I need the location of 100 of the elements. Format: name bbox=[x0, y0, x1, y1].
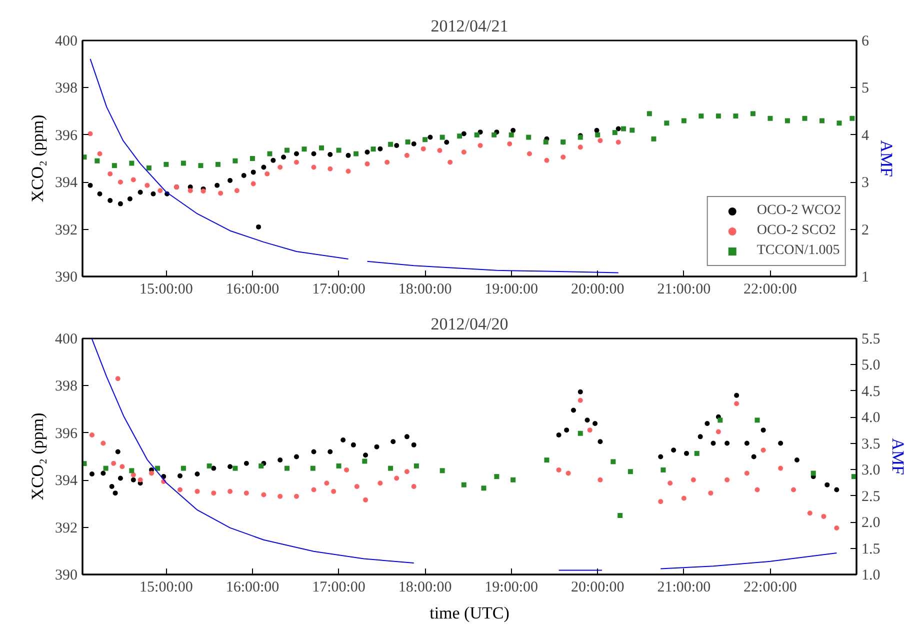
point bbox=[109, 484, 114, 489]
point bbox=[234, 188, 240, 194]
point bbox=[218, 190, 224, 196]
point bbox=[834, 526, 840, 531]
point bbox=[578, 430, 583, 436]
point bbox=[544, 158, 550, 163]
point bbox=[618, 513, 623, 518]
point bbox=[405, 139, 410, 144]
point bbox=[802, 116, 808, 121]
point bbox=[716, 429, 721, 434]
point bbox=[474, 132, 480, 138]
point bbox=[595, 132, 600, 138]
point bbox=[716, 114, 721, 119]
point bbox=[388, 466, 394, 471]
x-tick-label: 15:00:00 bbox=[140, 580, 193, 596]
y-tick-label: 394 bbox=[55, 473, 78, 490]
point bbox=[211, 490, 216, 496]
point bbox=[394, 143, 400, 148]
point bbox=[97, 191, 102, 196]
point bbox=[294, 160, 299, 165]
point bbox=[89, 471, 94, 476]
x-tick-label: 22:00:00 bbox=[744, 282, 797, 298]
point bbox=[354, 484, 360, 489]
point bbox=[394, 476, 400, 481]
point bbox=[440, 468, 445, 474]
point bbox=[302, 146, 307, 152]
x-tick-label: 16:00:00 bbox=[226, 580, 280, 596]
legend-label: OCO-2 WCO2 bbox=[756, 203, 841, 219]
point bbox=[807, 510, 812, 516]
point bbox=[612, 130, 618, 136]
point bbox=[724, 477, 730, 482]
point bbox=[310, 466, 316, 471]
y2-tick-label: 5.5 bbox=[862, 332, 880, 348]
point bbox=[346, 168, 351, 174]
point bbox=[250, 156, 255, 161]
y-tick-label: 396 bbox=[55, 426, 78, 442]
point bbox=[543, 139, 548, 144]
point bbox=[232, 466, 238, 471]
point bbox=[261, 164, 266, 170]
point bbox=[188, 188, 193, 194]
point bbox=[319, 145, 324, 150]
x-tick-label: 18:00:00 bbox=[398, 282, 452, 298]
point bbox=[241, 172, 246, 178]
point bbox=[698, 114, 704, 119]
point bbox=[250, 170, 256, 175]
point bbox=[261, 492, 266, 498]
point bbox=[681, 496, 686, 501]
point bbox=[734, 392, 740, 398]
point bbox=[180, 160, 186, 166]
point bbox=[164, 162, 169, 167]
point bbox=[214, 182, 220, 188]
point bbox=[378, 146, 383, 152]
x-tick-label: 19:00:00 bbox=[484, 282, 538, 298]
point bbox=[281, 154, 286, 160]
point bbox=[724, 440, 730, 446]
point bbox=[556, 467, 562, 472]
point bbox=[336, 463, 342, 468]
point bbox=[630, 128, 635, 133]
point bbox=[660, 467, 666, 472]
point bbox=[258, 463, 264, 468]
point bbox=[760, 448, 766, 453]
point bbox=[744, 470, 750, 476]
point bbox=[350, 442, 356, 448]
y2-tick-label: 3 bbox=[862, 175, 869, 192]
point bbox=[710, 440, 716, 446]
point bbox=[194, 488, 200, 494]
x-tick-label: 16:00:00 bbox=[226, 282, 280, 298]
point bbox=[324, 480, 330, 486]
point bbox=[244, 490, 249, 496]
point bbox=[328, 166, 333, 172]
point bbox=[198, 163, 204, 168]
point bbox=[200, 188, 206, 194]
y2-tick-label: 5.0 bbox=[862, 358, 880, 374]
point bbox=[437, 148, 442, 153]
point bbox=[457, 134, 462, 139]
y2-tick-label: 6 bbox=[862, 34, 870, 50]
point bbox=[363, 452, 368, 458]
point bbox=[821, 514, 826, 519]
point bbox=[733, 114, 738, 119]
point bbox=[144, 182, 150, 188]
point bbox=[411, 484, 416, 489]
x-tick-label: 17:00:00 bbox=[312, 282, 366, 298]
point bbox=[526, 134, 532, 140]
point bbox=[671, 448, 676, 453]
point bbox=[112, 490, 118, 496]
point bbox=[362, 458, 368, 464]
x-tick-label: 19:00:00 bbox=[484, 580, 538, 596]
point bbox=[778, 466, 784, 471]
point bbox=[244, 460, 249, 466]
point bbox=[180, 466, 186, 471]
y2-tick-label: 4.5 bbox=[862, 384, 880, 400]
point bbox=[428, 134, 433, 140]
chart-title: 2012/04/20 bbox=[430, 314, 508, 334]
point bbox=[328, 449, 333, 454]
point bbox=[284, 466, 290, 471]
point bbox=[810, 470, 816, 476]
point bbox=[851, 474, 856, 480]
point bbox=[108, 198, 113, 204]
y-tick-label: 400 bbox=[55, 332, 78, 348]
point bbox=[594, 128, 600, 133]
